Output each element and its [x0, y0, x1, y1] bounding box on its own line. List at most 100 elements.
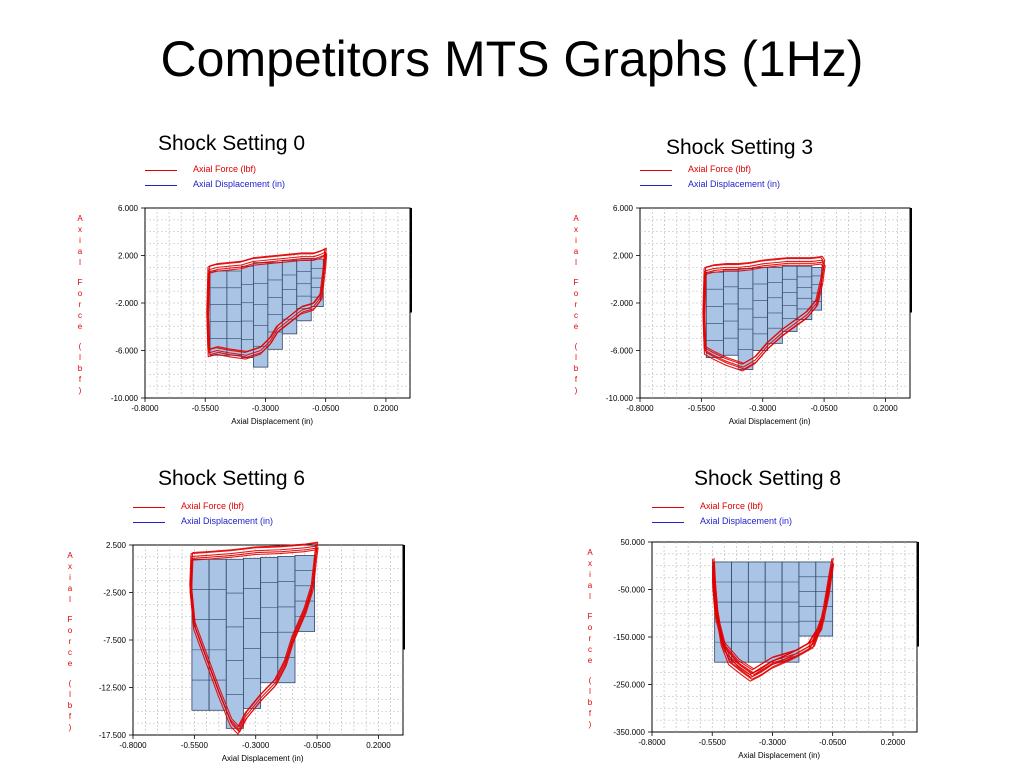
- y-axis-label-char: l: [69, 690, 71, 699]
- y-axis-label-char: l: [79, 258, 81, 267]
- legend-swatch: [133, 522, 165, 523]
- y-axis-label-char: i: [79, 236, 81, 245]
- panel-title: Shock Setting 8: [694, 467, 842, 490]
- force-loop-cycle: [189, 542, 317, 728]
- cell-bar: [209, 270, 228, 356]
- x-tick-label: -0.5500: [699, 738, 727, 747]
- y-axis-label-char: A: [573, 214, 579, 223]
- y-axis-label-char: a: [587, 581, 593, 590]
- y-axis-label-char: F: [573, 278, 579, 287]
- y-tick-label: -10.000: [606, 394, 634, 403]
- cell-bar: [226, 270, 242, 356]
- cell-bar: [747, 561, 766, 663]
- y-axis-label-char: f: [588, 709, 592, 718]
- legend-entry: Axial Displacement (in): [193, 179, 286, 189]
- y-tick-label: -6.000: [610, 347, 633, 356]
- y-tick-label: -7.500: [103, 636, 126, 645]
- y-axis-label-char: x: [78, 225, 82, 234]
- y-axis-label-char: (: [78, 342, 82, 351]
- y-tick-label: -350.000: [613, 728, 645, 737]
- cell-bar: [781, 561, 800, 663]
- y-axis-label-char: i: [69, 573, 71, 582]
- x-tick-label: -0.8000: [638, 738, 666, 747]
- x-tick-label: -0.0500: [304, 741, 332, 750]
- force-loop-cycle: [206, 248, 326, 353]
- chart-panel-shock-3: Shock Setting 3 Axial Force (lbf) Axial Di…: [512, 120, 1024, 440]
- cell-bar: [225, 558, 244, 729]
- y-axis-label-char: l: [575, 258, 577, 267]
- cell-bar: [723, 269, 739, 356]
- y-tick-label: -250.000: [613, 681, 645, 690]
- x-tick-label: -0.0500: [811, 404, 839, 413]
- cell-bar: [191, 558, 210, 711]
- cell-bar: [752, 266, 769, 351]
- cell-bar: [294, 555, 316, 632]
- y-axis-label-char: A: [587, 548, 593, 557]
- y-axis-label-char: e: [67, 659, 73, 668]
- legend-swatch: [652, 522, 684, 523]
- x-tick-label: -0.0500: [312, 404, 340, 413]
- x-axis-label: Axial Displacement (in): [231, 417, 313, 426]
- y-axis-label-char: b: [67, 701, 73, 710]
- legend-entry: Axial Displacement (in): [688, 179, 781, 189]
- x-tick-label: -0.0500: [819, 738, 847, 747]
- x-tick-label: 0.2000: [366, 741, 391, 750]
- chart-svg: 2.500 -2.500 -7.500 -12.500 -17.500-0.8000 -0…: [99, 541, 405, 763]
- y-axis-label-char: x: [68, 562, 72, 571]
- chart-panel-shock-8: Shock Setting 8 Axial Force (lbf) Axial Di…: [512, 455, 1024, 768]
- y-axis-label-char: o: [67, 626, 73, 635]
- y-axis-label-char: x: [574, 225, 578, 234]
- y-axis-label-char: e: [77, 322, 83, 331]
- panel-title: Shock Setting 3: [666, 136, 814, 159]
- y-axis-label-char: ): [78, 386, 82, 395]
- x-tick-label: -0.3000: [242, 741, 270, 750]
- y-axis-label-char: c: [574, 311, 578, 320]
- cell-bar: [240, 265, 254, 359]
- y-tick-label: -150.000: [613, 633, 645, 642]
- y-axis-label-char: i: [575, 236, 577, 245]
- legend-swatch: [145, 170, 177, 171]
- legend-entry: Axial Displacement (in): [181, 516, 274, 526]
- y-axis-label-char: f: [68, 712, 72, 721]
- y-axis-label-char: a: [77, 247, 83, 256]
- cell-bar: [731, 561, 749, 663]
- y-axis-label-char: r: [574, 300, 578, 309]
- y-tick-label: -12.500: [99, 684, 127, 693]
- y-tick-label: 6.000: [118, 204, 139, 213]
- y-axis-label-char: l: [589, 687, 591, 696]
- y-axis-label-char: (: [68, 679, 72, 688]
- y-axis-label-char: (: [588, 676, 592, 685]
- y-axis-label-char: b: [573, 364, 579, 373]
- force-loop-cycle: [206, 255, 326, 360]
- y-axis-label-char: ): [588, 720, 592, 729]
- cell-bar: [705, 271, 724, 359]
- panel-title: Shock Setting 0: [158, 132, 306, 155]
- legend-entry: Axial Force (lbf): [700, 501, 764, 511]
- y-axis-label-char: F: [67, 615, 73, 624]
- x-axis-label: Axial Displacement (in): [729, 417, 811, 426]
- legend-swatch: [640, 170, 672, 171]
- legend-entry: Axial Force (lbf): [181, 501, 245, 511]
- y-axis-label-char: A: [77, 214, 83, 223]
- y-axis-label-char: l: [589, 592, 591, 601]
- x-tick-label: -0.8000: [119, 741, 147, 750]
- force-loop-cycle: [713, 563, 835, 680]
- cell-bar: [243, 557, 262, 709]
- y-axis-label-char: a: [573, 247, 579, 256]
- x-tick-label: -0.5500: [192, 404, 220, 413]
- x-tick-label: -0.3000: [749, 404, 777, 413]
- y-tick-label: -50.000: [618, 586, 646, 595]
- legend-swatch: [640, 185, 672, 186]
- legend-entry: Axial Force (lbf): [688, 164, 752, 174]
- y-axis-label-char: A: [67, 551, 73, 560]
- x-tick-label: -0.5500: [688, 404, 716, 413]
- chart-svg: 50.000-50.000-150.000-250.000-350.000-0.…: [613, 538, 919, 760]
- y-tick-label: -2.000: [115, 299, 138, 308]
- slide-title: Competitors MTS Graphs (1Hz): [160, 31, 864, 87]
- cell-bar: [737, 268, 754, 370]
- y-axis-label-char: b: [77, 364, 83, 373]
- cell-bar: [764, 561, 783, 663]
- y-axis-label-char: e: [573, 322, 579, 331]
- x-tick-label: -0.5500: [181, 741, 209, 750]
- y-tick-label: -10.000: [111, 394, 139, 403]
